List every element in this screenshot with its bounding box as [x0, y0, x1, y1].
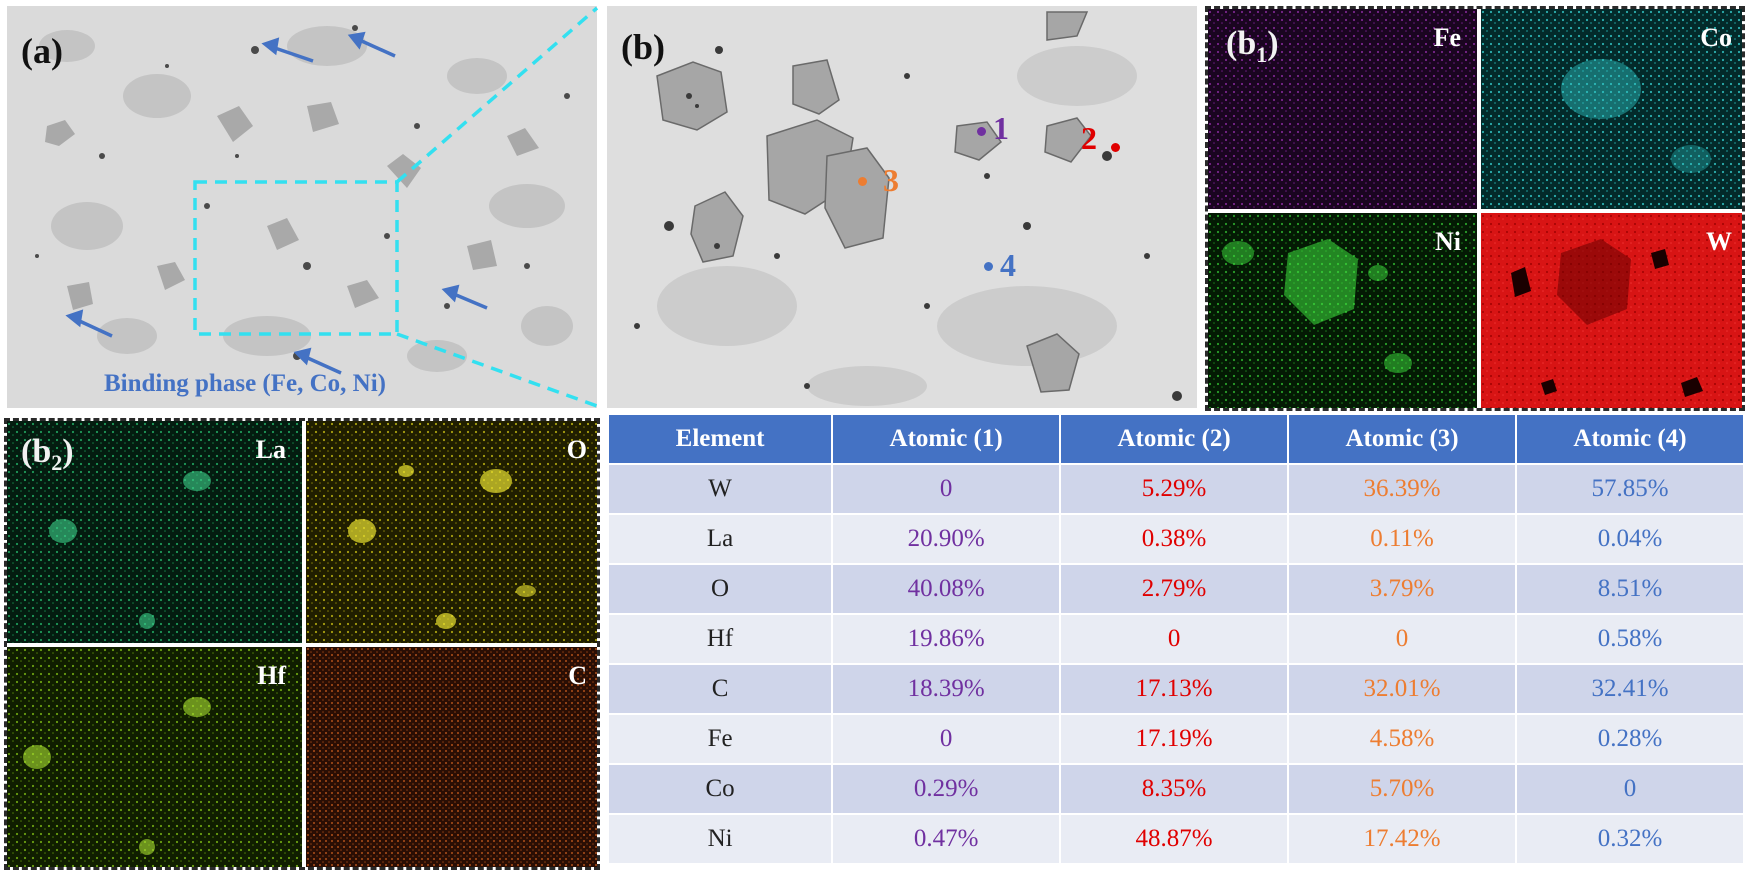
map-co: Co [1481, 9, 1742, 209]
table-cell-atomic-4: 0.32% [1515, 813, 1745, 865]
panel-label-a: (a) [21, 31, 63, 71]
table-cell-atomic-2: 0 [1059, 613, 1290, 665]
binding-phase-annotation: Binding phase (Fe, Co, Ni) [104, 370, 386, 397]
sem-image-a: (a) Binding phase (Fe, Co, Ni) [7, 6, 597, 408]
table-row: O 40.08% 2.79% 3.79% 8.51% [606, 563, 1745, 615]
table-cell-atomic-3: 17.42% [1287, 813, 1518, 865]
map-label-co: Co [1700, 23, 1732, 52]
map-label-w: W [1706, 227, 1732, 256]
zoom-box [193, 180, 399, 336]
table-cell-atomic-3: 0.11% [1287, 513, 1518, 565]
table-cell-element: O [606, 563, 834, 615]
table-header-row: Element Atomic (1) Atomic (2) Atomic (3)… [606, 413, 1745, 465]
table-cell-atomic-2: 2.79% [1059, 563, 1290, 615]
table-cell-atomic-1: 40.08% [831, 563, 1062, 615]
table-cell-atomic-4: 0.58% [1515, 613, 1745, 665]
header-atomic-4: Atomic (4) [1515, 413, 1745, 465]
table-row: Fe 0 17.19% 4.58% 0.28% [606, 713, 1745, 765]
header-atomic-1: Atomic (1) [831, 413, 1062, 465]
table-cell-atomic-4: 8.51% [1515, 563, 1745, 615]
point-4-label: 4 [1000, 247, 1016, 283]
table-cell-element: Hf [606, 613, 834, 665]
map-label-o: O [566, 435, 587, 464]
panel-label-b2-sub: 2 [51, 449, 63, 475]
map-label-la: La [255, 435, 286, 464]
header-element: Element [606, 413, 834, 465]
table-cell-element: Fe [606, 713, 834, 765]
table-cell-atomic-3: 3.79% [1287, 563, 1518, 615]
table-cell-element: C [606, 663, 834, 715]
table-cell-atomic-3: 5.70% [1287, 763, 1518, 815]
table-cell-atomic-1: 0.29% [831, 763, 1062, 815]
point-3-label: 3 [883, 162, 899, 198]
map-label-c: C [568, 661, 587, 690]
table-cell-atomic-4: 0.28% [1515, 713, 1745, 765]
panel-label-b1: (b1) [1226, 25, 1279, 67]
sem-image-b: (b) 1 2 3 4 [607, 6, 1197, 408]
map-hf: Hf [7, 647, 302, 867]
eds-maps-b2: La O Hf C (b2) [4, 418, 600, 870]
map-la: La [7, 421, 302, 643]
table-cell-atomic-3: 36.39% [1287, 463, 1518, 515]
table-row: W 0 5.29% 36.39% 57.85% [606, 463, 1745, 515]
sem-texture-a [7, 6, 597, 408]
table-cell-atomic-2: 17.13% [1059, 663, 1290, 715]
eds-maps-b1: Fe Co Ni W (b1) [1205, 6, 1745, 411]
point-2-marker [1111, 143, 1120, 152]
panel-label-b: (b) [621, 27, 665, 67]
table-cell-atomic-1: 0.47% [831, 813, 1062, 865]
table-cell-atomic-2: 0.38% [1059, 513, 1290, 565]
map-w: W [1481, 213, 1742, 408]
map-label-hf: Hf [257, 661, 286, 690]
point-4-marker [984, 262, 993, 271]
table-cell-atomic-1: 0 [831, 463, 1062, 515]
table-cell-element: Ni [606, 813, 834, 865]
map-label-ni: Ni [1435, 227, 1461, 256]
point-2-label: 2 [1081, 120, 1097, 156]
table-cell-atomic-1: 0 [831, 713, 1062, 765]
table-cell-atomic-2: 8.35% [1059, 763, 1290, 815]
map-o: O [306, 421, 597, 643]
arrows-group [65, 31, 488, 375]
point-1-label: 1 [993, 110, 1009, 146]
table-cell-atomic-2: 17.19% [1059, 713, 1290, 765]
table-cell-atomic-4: 32.41% [1515, 663, 1745, 715]
table-cell-atomic-3: 32.01% [1287, 663, 1518, 715]
table-cell-element: W [606, 463, 834, 515]
header-atomic-2: Atomic (2) [1059, 413, 1290, 465]
table-cell-atomic-4: 57.85% [1515, 463, 1745, 515]
panel-label-b2: (b2) [21, 433, 74, 475]
table-cell-atomic-4: 0 [1515, 763, 1745, 815]
map-c: C [306, 647, 597, 867]
composition-table: Element Atomic (1) Atomic (2) Atomic (3)… [606, 413, 1745, 865]
table-row: La 20.90% 0.38% 0.11% 0.04% [606, 513, 1745, 565]
table-cell-atomic-2: 48.87% [1059, 813, 1290, 865]
table-cell-element: La [606, 513, 834, 565]
panel-label-b1-sub: 1 [1256, 41, 1268, 67]
table-cell-atomic-4: 0.04% [1515, 513, 1745, 565]
table-cell-atomic-1: 20.90% [831, 513, 1062, 565]
table-row: Hf 19.86% 0 0 0.58% [606, 613, 1745, 665]
table-row: Co 0.29% 8.35% 5.70% 0 [606, 763, 1745, 815]
table-cell-atomic-3: 0 [1287, 613, 1518, 665]
point-3-marker [858, 177, 867, 186]
table-row: C 18.39% 17.13% 32.01% 32.41% [606, 663, 1745, 715]
point-1-marker [977, 127, 986, 136]
table-cell-atomic-1: 18.39% [831, 663, 1062, 715]
table-row: Ni 0.47% 48.87% 17.42% 0.32% [606, 813, 1745, 865]
table-cell-atomic-3: 4.58% [1287, 713, 1518, 765]
map-label-fe: Fe [1433, 23, 1461, 52]
sem-texture-b [607, 6, 1197, 408]
table-cell-atomic-2: 5.29% [1059, 463, 1290, 515]
header-atomic-3: Atomic (3) [1287, 413, 1518, 465]
map-ni: Ni [1208, 213, 1477, 408]
table-cell-element: Co [606, 763, 834, 815]
table-cell-atomic-1: 19.86% [831, 613, 1062, 665]
map-fe: Fe [1208, 9, 1477, 209]
